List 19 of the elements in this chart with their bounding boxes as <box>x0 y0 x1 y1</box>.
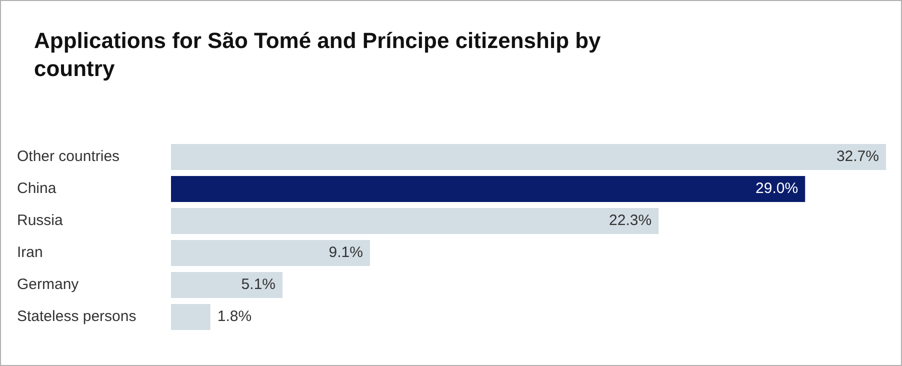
data-label: 29.0% <box>756 180 798 198</box>
y-tick-label: Stateless persons <box>17 308 136 326</box>
y-tick-label: Germany <box>17 276 80 294</box>
bar <box>171 208 659 234</box>
y-tick-label: Other countries <box>17 148 120 166</box>
chart-title: Applications for São Tomé and Príncipe citizenship by country <box>34 27 602 83</box>
bar <box>171 272 283 298</box>
data-label: 9.1% <box>328 244 363 262</box>
y-tick-label: Iran <box>17 244 43 262</box>
data-label: 1.8% <box>217 308 252 326</box>
bar <box>171 240 370 266</box>
data-label: 22.3% <box>609 212 652 230</box>
y-tick-label: China <box>17 180 57 198</box>
bar <box>171 304 210 330</box>
y-tick-label: Russia <box>17 212 64 230</box>
data-label: 32.7% <box>836 148 879 166</box>
data-label: 5.1% <box>241 276 276 294</box>
bar <box>171 176 806 202</box>
bar <box>171 144 886 170</box>
